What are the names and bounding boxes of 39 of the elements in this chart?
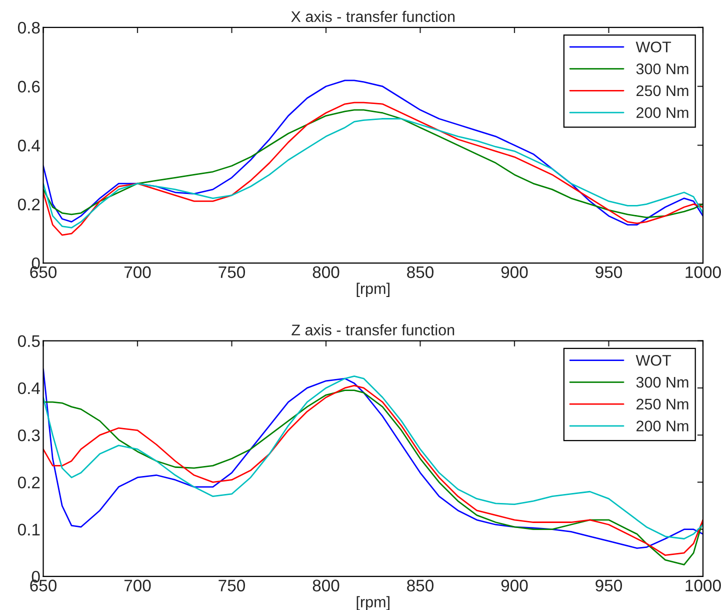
x-tick-label: 750 bbox=[218, 580, 246, 592]
x-tick-label: 900 bbox=[501, 580, 528, 592]
x-tick-label: 950 bbox=[596, 580, 622, 592]
line-series bbox=[43, 102, 703, 236]
x-tick-label: 700 bbox=[124, 266, 151, 278]
y-tick-label: 0.4 bbox=[18, 140, 40, 152]
x-tick-label: 800 bbox=[312, 580, 340, 592]
x-tick-label: 800 bbox=[312, 266, 340, 278]
x-tick-label: 950 bbox=[596, 266, 622, 278]
legend-label: 300 Nm bbox=[636, 376, 688, 388]
x-tick-label: 700 bbox=[124, 580, 151, 592]
legend-label: 250 Nm bbox=[636, 398, 688, 410]
legend-label: 200 Nm bbox=[636, 420, 688, 432]
legend-label: 250 Nm bbox=[636, 85, 688, 96]
y-tick-label: 0.4 bbox=[18, 382, 40, 394]
line-series bbox=[43, 118, 703, 228]
x-tick-label: 750 bbox=[218, 266, 246, 278]
x-axis-title: [rpm] bbox=[356, 282, 390, 298]
y-tick-label: 0.8 bbox=[18, 22, 40, 34]
chart-title: Z axis - transfer function bbox=[292, 324, 454, 336]
y-tick-label: 0.2 bbox=[18, 476, 40, 488]
y-tick-label: 0.3 bbox=[18, 429, 40, 442]
y-tick-label: 0.2 bbox=[18, 198, 40, 210]
x-tick-label: 850 bbox=[407, 266, 434, 278]
line-series bbox=[43, 80, 703, 226]
x-tick-label: 1000 bbox=[686, 266, 721, 278]
x-tick-label: 1000 bbox=[686, 580, 721, 592]
y-tick-label: 0.6 bbox=[18, 80, 40, 93]
x-tick-label: 850 bbox=[407, 580, 434, 592]
legend-label: 200 Nm bbox=[636, 107, 688, 118]
y-tick-label: 0.5 bbox=[18, 335, 40, 348]
legend-label: WOT bbox=[636, 354, 672, 366]
chart-title: X axis - transfer function bbox=[291, 10, 454, 22]
legend-label: 300 Nm bbox=[636, 63, 688, 74]
x-tick-label: 900 bbox=[501, 266, 528, 278]
line-series bbox=[43, 109, 703, 218]
x-axis-title: [rpm] bbox=[356, 596, 390, 610]
legend-label: WOT bbox=[636, 42, 672, 52]
y-tick-label: 0.1 bbox=[18, 524, 40, 536]
